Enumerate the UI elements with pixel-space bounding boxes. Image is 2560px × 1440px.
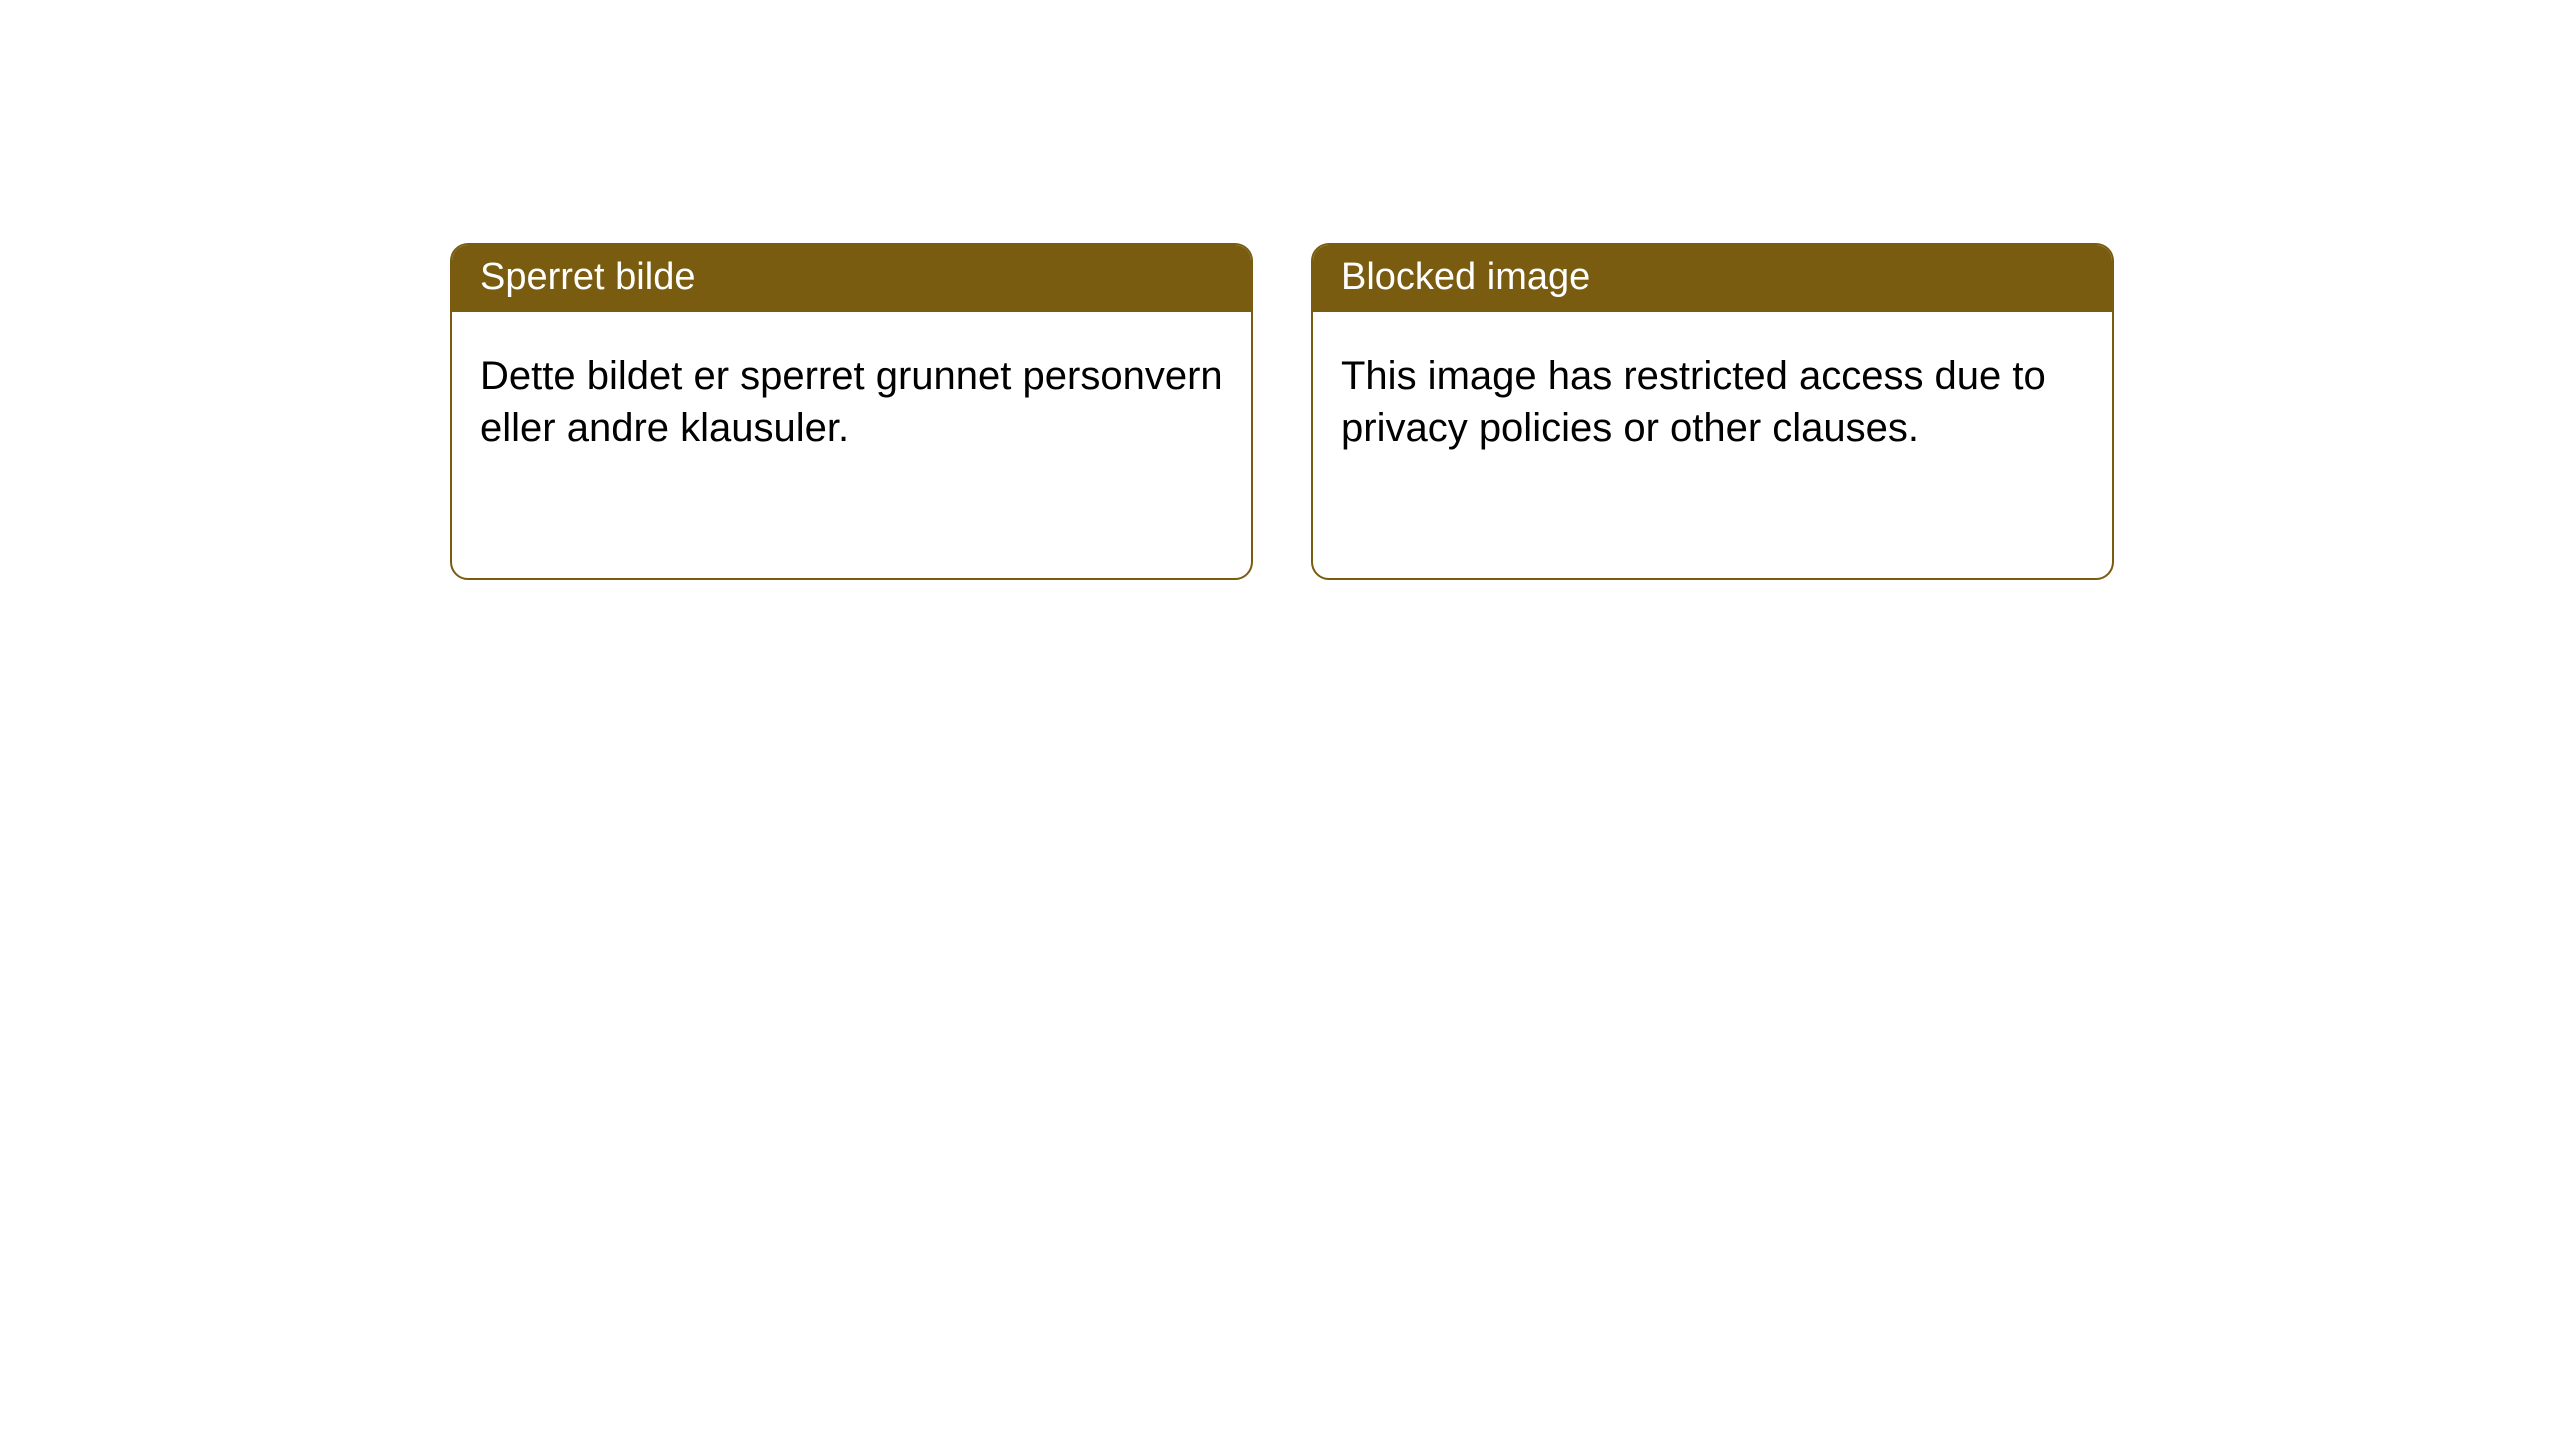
notice-card-english: Blocked image This image has restricted … xyxy=(1311,243,2114,580)
notice-body: This image has restricted access due to … xyxy=(1313,312,2112,482)
notice-container: Sperret bilde Dette bildet er sperret gr… xyxy=(0,0,2560,580)
notice-card-norwegian: Sperret bilde Dette bildet er sperret gr… xyxy=(450,243,1253,580)
notice-title: Sperret bilde xyxy=(452,245,1251,312)
notice-body: Dette bildet er sperret grunnet personve… xyxy=(452,312,1251,482)
notice-title: Blocked image xyxy=(1313,245,2112,312)
